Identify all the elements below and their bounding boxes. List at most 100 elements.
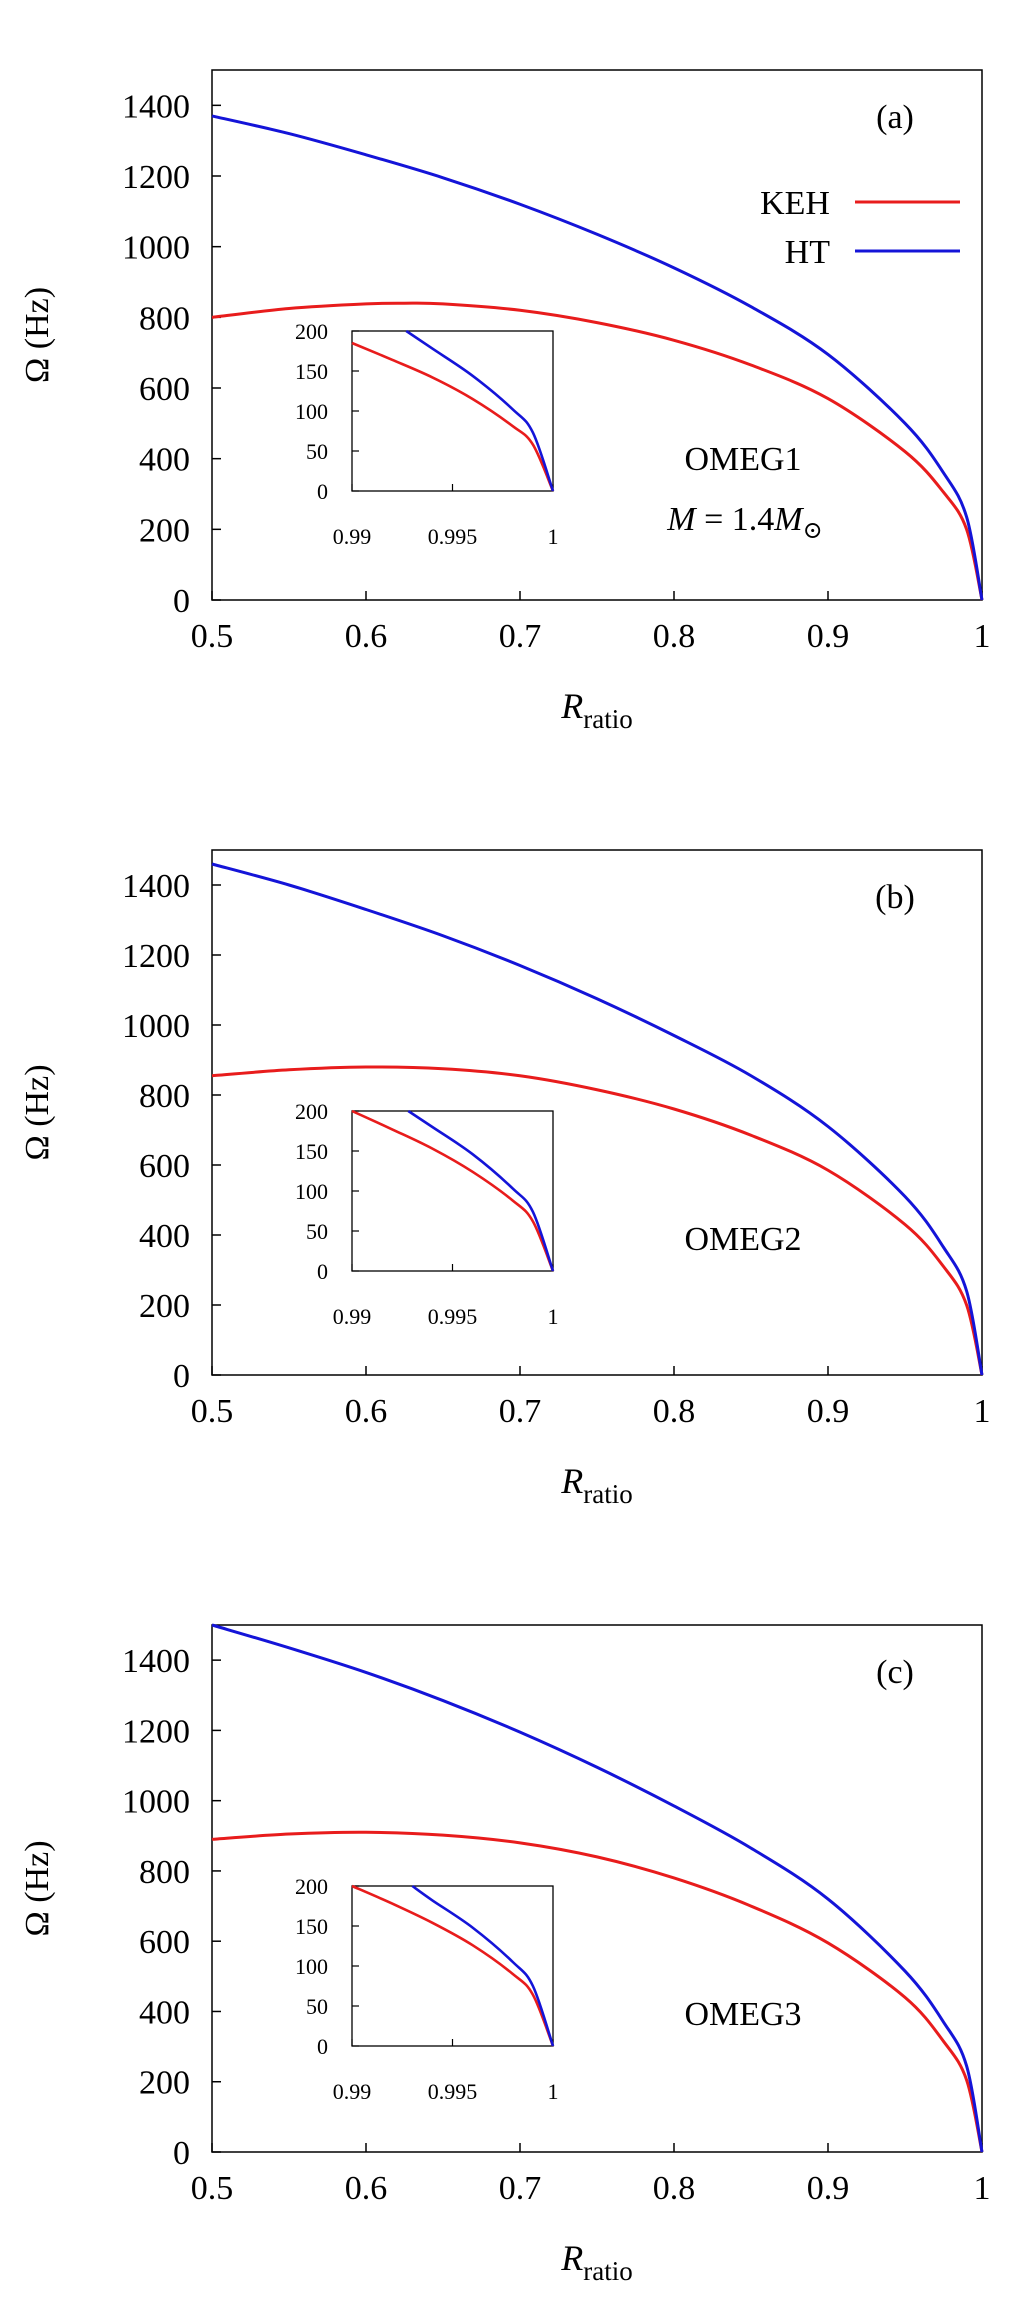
x-tick-label: 0.5 <box>191 618 234 655</box>
inset-x-tick-label: 1 <box>548 1304 559 1329</box>
x-axis-label-sub: ratio <box>583 1479 632 1509</box>
inset-plot: 0.99 0.995 1 0 50 100 150 200 <box>295 1099 559 1329</box>
inset-x-tick-label: 0.995 <box>428 2079 478 2104</box>
inset-y-tick-label: 200 <box>295 319 328 344</box>
inset-y-tick-label: 150 <box>295 359 328 384</box>
inset-series-line-keh <box>351 341 555 492</box>
series-line-ht <box>211 862 984 1376</box>
y-tick-label: 1200 <box>122 938 190 975</box>
x-tick-label: 0.6 <box>345 1393 388 1430</box>
inset-plot: 0.99 0.995 1 0 50 100 150 200 <box>295 1874 559 2104</box>
inset-frame <box>351 330 554 492</box>
x-tick-label: 0.9 <box>807 1393 850 1430</box>
inset-series-line-keh <box>351 1109 555 1272</box>
panel-3: 0.5 0.6 0.7 0.8 0.9 1020040060080010001200140… <box>19 1623 991 2286</box>
y-tick-label: 600 <box>139 1148 190 1185</box>
y-tick-label: 800 <box>139 1854 190 1891</box>
x-axis-label: Rratio <box>560 1461 632 1509</box>
x-tick-label: 1 <box>974 618 991 655</box>
x-axis-label: Rratio <box>560 2238 632 2286</box>
legend-label-keh: KEH <box>760 185 830 222</box>
inset-y-tick-label: 50 <box>306 1994 328 2019</box>
inset-x-tick-label: 0.99 <box>333 1304 372 1329</box>
x-tick-label: 0.8 <box>653 2170 696 2207</box>
plot-frame <box>211 69 983 601</box>
inset-x-tick-label: 0.99 <box>333 2079 372 2104</box>
x-tick-label: 0.9 <box>807 2170 850 2207</box>
inset-x-tick-label: 0.99 <box>333 524 372 549</box>
y-tick-label: 200 <box>139 2065 190 2102</box>
model-label: OMEG1 <box>684 441 801 478</box>
y-tick-label: 0 <box>173 583 190 620</box>
x-axis-label-main: R <box>560 2238 583 2278</box>
x-axis-label: Rratio <box>560 686 632 734</box>
x-axis-label-main: R <box>560 1461 583 1501</box>
y-axis-label: Ω (Hz) <box>19 1840 56 1936</box>
solar-mass-symbol: M <box>773 501 804 538</box>
x-tick-label: 0.7 <box>499 2170 542 2207</box>
x-tick-label: 0.7 <box>499 1393 542 1430</box>
inset-y-tick-label: 50 <box>306 1219 328 1244</box>
inset-y-tick-label: 150 <box>295 1139 328 1164</box>
inset-y-tick-label: 0 <box>317 2034 328 2059</box>
mass-label: M = 1.4M⊙ <box>666 501 822 544</box>
inset-y-tick-label: 200 <box>295 1099 328 1124</box>
x-tick-label: 1 <box>974 1393 991 1430</box>
y-tick-label: 800 <box>139 1078 190 1115</box>
inset-y-tick-label: 200 <box>295 1874 328 1899</box>
series-line-ht <box>211 114 984 601</box>
y-tick-label: 200 <box>139 1288 190 1325</box>
y-tick-label: 400 <box>139 442 190 479</box>
series-line-keh <box>211 301 984 601</box>
panel-2: 0.5 0.6 0.7 0.8 0.9 1020040060080010001200140… <box>19 849 991 1509</box>
y-tick-label: 400 <box>139 1218 190 1255</box>
y-tick-label: 1000 <box>122 1784 190 1821</box>
x-axis-label-sub: ratio <box>583 2256 632 2286</box>
inset-y-tick-label: 0 <box>317 479 328 504</box>
x-tick-label: 0.8 <box>653 618 696 655</box>
inset-y-tick-label: 100 <box>295 1954 328 1979</box>
inset-frame <box>351 1885 554 2047</box>
panel-label: (a) <box>876 99 914 136</box>
inset-series-line-ht <box>411 1884 555 2047</box>
mass-symbol: M <box>666 501 697 538</box>
model-label: OMEG2 <box>684 1221 801 1258</box>
x-axis-label-main: R <box>560 686 583 726</box>
plot-frame <box>211 849 983 1376</box>
y-tick-label: 800 <box>139 300 190 337</box>
legend: KEH HT <box>760 185 960 271</box>
x-tick-label: 0.5 <box>191 1393 234 1430</box>
x-tick-label: 0.8 <box>653 1393 696 1430</box>
inset-y-tick-label: 0 <box>317 1259 328 1284</box>
x-tick-label: 0.9 <box>807 618 850 655</box>
y-tick-label: 400 <box>139 1994 190 2031</box>
inset-series-line-keh <box>351 1884 555 2047</box>
series-line-keh <box>211 1065 984 1376</box>
inset-x-tick-label: 1 <box>548 524 559 549</box>
x-tick-label: 0.6 <box>345 618 388 655</box>
x-tick-label: 0.6 <box>345 2170 388 2207</box>
inset-y-tick-label: 100 <box>295 399 328 424</box>
x-tick-label: 0.5 <box>191 2170 234 2207</box>
panel-1: 0.5 0.6 0.7 0.8 0.9 1020040060080010001200140… <box>19 69 991 734</box>
inset-y-tick-label: 50 <box>306 439 328 464</box>
inset-series-line-ht <box>407 1109 555 1272</box>
y-tick-label: 1000 <box>122 1008 190 1045</box>
inset-x-tick-label: 1 <box>548 2079 559 2104</box>
y-tick-label: 1400 <box>122 868 190 905</box>
x-tick-label: 0.7 <box>499 618 542 655</box>
inset-x-tick-label: 0.995 <box>428 524 478 549</box>
panel-label: (b) <box>875 879 915 916</box>
y-tick-label: 0 <box>173 1358 190 1395</box>
inset-frame <box>351 1110 554 1272</box>
sun-symbol: ⊙ <box>803 518 823 544</box>
inset-x-tick-label: 0.995 <box>428 1304 478 1329</box>
mass-value: = 1.4 <box>696 501 775 538</box>
plot-frame <box>211 1624 983 2153</box>
series-line-keh <box>211 1830 984 2153</box>
series-line-ht <box>211 1623 984 2153</box>
inset-series-line-ht <box>405 329 555 492</box>
y-tick-label: 0 <box>173 2135 190 2172</box>
model-label: OMEG3 <box>684 1996 801 2033</box>
